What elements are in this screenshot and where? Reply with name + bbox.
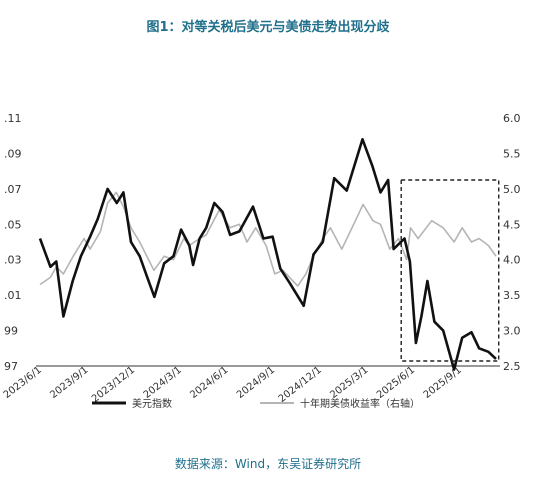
series-layer [38,138,497,371]
x-tick-label: 2023/9/1 [48,365,90,401]
x-tick-label: 2024/9/1 [235,365,277,401]
legend: 美元指数 十年期美债收益率（右轴） [92,397,420,410]
source-note: 数据来源：Wind，东吴证券研究所 [174,457,362,471]
chart-title: 图1：对等关税后美元与美债走势出现分歧 [146,20,390,35]
x-tick-label: 2024/3/1 [142,365,184,401]
x-tick-label: 2023/12/1 [90,365,137,405]
left-axis-ticks: .11 .09 .07 .05 .03 .01 99 97 [4,112,22,373]
right-tick-label: 2.5 [503,360,521,373]
left-tick-label: .03 [4,254,22,267]
series-line-treasury-yield [39,191,497,287]
x-tick-label: 2025/9/1 [422,365,464,401]
left-tick-label: .11 [4,112,22,125]
right-tick-label: 6.0 [503,112,521,125]
x-tick-label: 2025/6/1 [375,365,417,401]
left-tick-label: 97 [4,360,18,373]
series-line-usd-index [38,138,497,371]
right-tick-label: 4.5 [503,218,521,231]
left-tick-label: .01 [4,289,22,302]
right-tick-label: 5.0 [503,183,521,196]
legend-label-usd-index: 美元指数 [132,397,172,410]
x-tick-label: 2025/3/1 [328,365,370,401]
left-tick-label: .09 [4,147,22,160]
legend-label-treasury-yield: 十年期美债收益率（右轴） [300,397,420,410]
right-tick-label: 3.5 [503,289,521,302]
right-tick-label: 5.5 [503,147,521,160]
left-tick-label: .05 [4,218,22,231]
left-tick-label: .07 [4,183,22,196]
right-tick-label: 4.0 [503,254,521,267]
right-axis-ticks: 6.0 5.5 5.0 4.5 4.0 3.5 3.0 2.5 [503,112,521,373]
x-tick-label: 2024/6/1 [188,365,230,401]
right-tick-label: 3.0 [503,325,521,338]
left-tick-label: 99 [4,325,18,338]
